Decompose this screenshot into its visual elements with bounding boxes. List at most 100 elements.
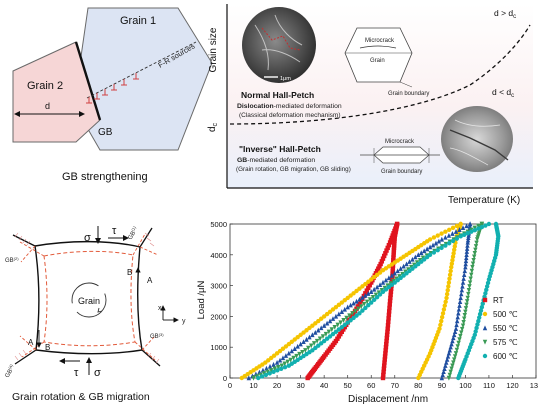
data-point [351, 300, 356, 306]
data-point [464, 299, 470, 304]
data-point [472, 227, 477, 233]
x-tick-label: 10 [249, 381, 257, 390]
data-point [419, 259, 424, 264]
data-point [391, 255, 396, 260]
data-point [383, 348, 388, 353]
data-point [462, 272, 467, 278]
data-point [383, 251, 388, 256]
data-point [382, 360, 387, 365]
data-point [460, 323, 466, 329]
data-point [456, 306, 462, 312]
data-point [483, 223, 488, 228]
data-point [462, 232, 467, 237]
data-point [462, 268, 467, 274]
data-point [443, 229, 448, 234]
data-point [450, 238, 456, 244]
data-point [486, 277, 492, 282]
data-point [385, 329, 390, 334]
data-point [446, 375, 452, 381]
data-point [259, 374, 265, 379]
data-point [335, 336, 340, 341]
data-point [395, 268, 400, 274]
legend-label: 500 ℃ [493, 310, 518, 319]
data-point [461, 276, 466, 281]
data-point [450, 254, 456, 259]
data-point [342, 306, 347, 312]
grain-center-label: Grain [78, 296, 100, 306]
data-point [324, 320, 330, 326]
data-point [266, 358, 271, 363]
data-point [392, 238, 397, 244]
data-point [327, 334, 333, 339]
gb-hatching [14, 232, 160, 364]
data-point [458, 333, 463, 339]
data-point [389, 272, 395, 278]
data-point [431, 235, 437, 240]
data-point [306, 345, 311, 351]
data-point [401, 273, 406, 278]
data-point [473, 247, 478, 253]
data-point [448, 369, 453, 375]
x-tick-label: 40 [320, 381, 328, 390]
data-point [390, 266, 396, 271]
data-point [387, 305, 392, 311]
data-point [354, 288, 359, 294]
legend-marker [482, 325, 488, 331]
data-point [466, 232, 471, 238]
slip-plane-line [86, 41, 197, 99]
tau-top-label: τ [112, 225, 117, 237]
data-point [333, 329, 339, 334]
data-point [371, 297, 377, 303]
data-point [379, 259, 385, 264]
data-point [421, 257, 427, 262]
data-point [464, 252, 469, 257]
data-point [439, 318, 444, 324]
inverse-hall-petch-line1: GB-mediated deformation [237, 157, 315, 164]
data-point [448, 268, 453, 274]
lower-region-label: d < dc [492, 87, 514, 99]
data-point [449, 366, 454, 372]
data-point [327, 318, 333, 324]
upper-region-label: d > dc [494, 8, 516, 20]
data-point [478, 308, 484, 313]
data-point [319, 341, 324, 346]
y-tick-label: 4000 [210, 251, 227, 260]
data-point [464, 223, 469, 229]
normal-hall-petch-line2: (Classical deformation mechanism) [239, 112, 341, 119]
data-point [439, 236, 445, 242]
data-point [392, 234, 397, 239]
data-point [336, 302, 342, 308]
data-point [392, 241, 397, 246]
data-point [300, 350, 305, 355]
scale-bar-label: 1μm [280, 76, 291, 82]
data-point [458, 234, 463, 239]
data-point [304, 328, 309, 333]
series-2 [246, 221, 473, 381]
data-point [339, 300, 345, 305]
data-point [447, 276, 452, 281]
data-point [311, 341, 317, 346]
y-tick-label: 0 [223, 374, 227, 383]
data-point [395, 278, 400, 283]
data-point [439, 314, 445, 320]
data-point [454, 322, 459, 328]
data-point [348, 302, 353, 308]
data-point [276, 365, 281, 370]
outer-gb-migrated [19, 233, 159, 361]
data-point [460, 279, 466, 285]
data-point [469, 272, 474, 278]
data-point [465, 295, 470, 301]
legend-marker [482, 311, 488, 317]
x-tick-label: 80 [414, 381, 422, 390]
data-point [444, 291, 450, 297]
temperature-axis-label: Temperature (K) [448, 195, 520, 206]
data-point [469, 268, 475, 274]
data-point [382, 357, 387, 362]
data-point [336, 311, 342, 317]
data-point [427, 244, 433, 250]
data-point [451, 251, 456, 256]
data-point [378, 261, 383, 267]
series-4 [256, 221, 501, 381]
data-point [356, 306, 361, 312]
data-point [377, 292, 383, 297]
